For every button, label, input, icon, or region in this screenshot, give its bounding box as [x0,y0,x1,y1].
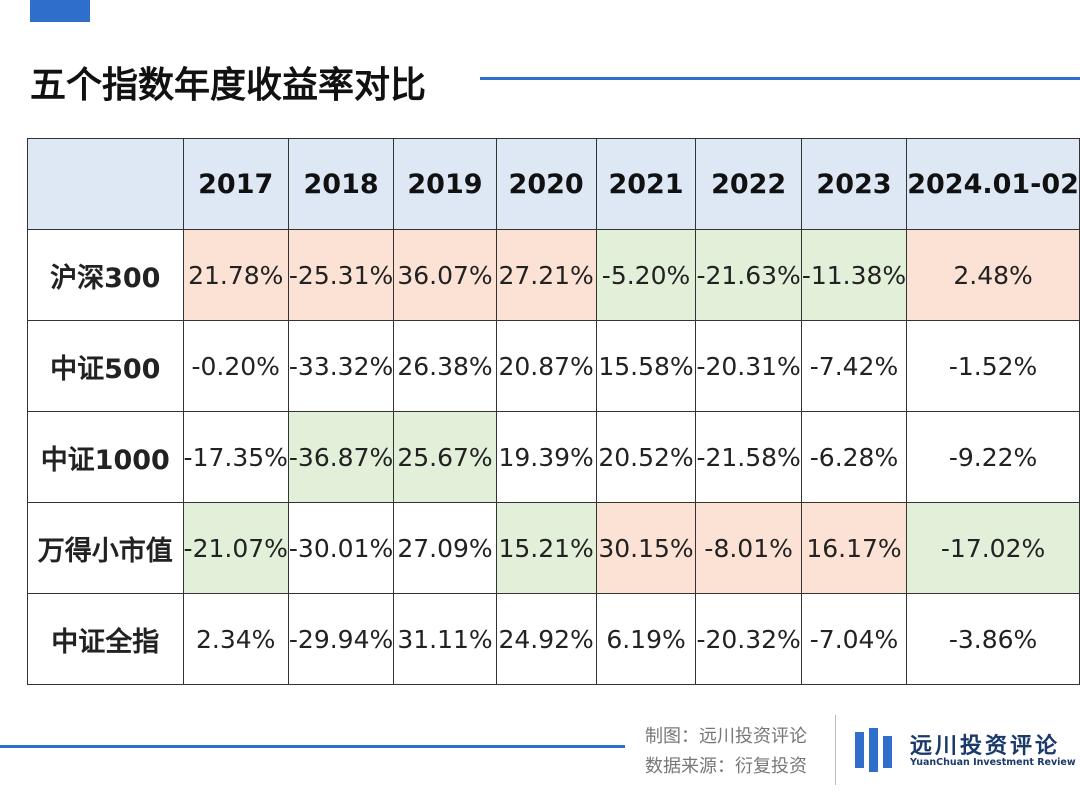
cell: 27.21% [495,229,597,321]
cell: 26.38% [393,320,497,412]
cell: -8.01% [695,502,802,594]
cell: 20.87% [495,320,597,412]
cell: -7.04% [800,593,908,685]
row-header: 万得小市值 [27,502,184,594]
table-row: 沪深300 21.78% -25.31% 36.07% 27.21% -5.20% -21.… [27,229,1080,321]
column-header: 2017 [182,138,289,230]
cell: -36.87% [287,411,395,503]
column-header: 2022 [695,138,802,230]
cell: 36.07% [393,229,497,321]
cell: -21.58% [695,411,802,503]
cell: 19.39% [495,411,597,503]
cell: -21.07% [182,502,289,594]
cell: -11.38% [800,229,908,321]
cell: 27.09% [393,502,497,594]
cell: -30.01% [287,502,395,594]
cell: 24.92% [495,593,597,685]
accent-bar [30,0,90,22]
footer-rule [0,745,625,748]
cell: -1.52% [906,320,1080,412]
header-row: 2017 2018 2019 2020 2021 2022 2023 2024.01-02 [27,138,1080,230]
cell: 15.21% [495,502,597,594]
cell: -20.32% [695,593,802,685]
cell: 20.52% [595,411,697,503]
cell: -20.31% [695,320,802,412]
cell: 21.78% [182,229,289,321]
credit: 制图：远川投资评论 [645,726,807,747]
cell: -9.22% [906,411,1080,503]
table-row: 万得小市值 -21.07% -30.01% 27.09% 15.21% 30.15% -8.… [27,502,1080,594]
cell: 25.67% [393,411,497,503]
cell: 16.17% [800,502,908,594]
cell: -29.94% [287,593,395,685]
title-rule [480,77,1080,80]
table-row: 中证500 -0.20% -33.32% 26.38% 20.87% 15.58% -20.… [27,320,1080,412]
cell: -25.31% [287,229,395,321]
row-header: 中证500 [27,320,184,412]
cell: 15.58% [595,320,697,412]
cell: 2.34% [182,593,289,685]
title: 五个指数年度收益率对比 [30,65,427,106]
table-row: 中证全指 2.34% -29.94% 31.11% 24.92% 6.19% -20.32%… [27,593,1080,685]
cell: 30.15% [595,502,697,594]
row-header: 沪深300 [27,229,184,321]
column-header: 2018 [287,138,395,230]
row-header: 中证1000 [27,411,184,503]
cell: 31.11% [393,593,497,685]
row-header: 中证全指 [27,593,184,685]
cell: -6.28% [800,411,908,503]
cell: -17.02% [906,502,1080,594]
cell: -33.32% [287,320,395,412]
cell: -3.86% [906,593,1080,685]
cell: -0.20% [182,320,289,412]
cell: 6.19% [595,593,697,685]
cell: -7.42% [800,320,908,412]
cell: -5.20% [595,229,697,321]
logo-english: YuanChuan Investment Review [910,757,1076,768]
column-header: 2023 [800,138,908,230]
cell: -17.35% [182,411,289,503]
column-header: 2019 [393,138,497,230]
divider [835,715,836,785]
table-row: 中证1000 -17.35% -36.87% 25.67% 19.39% 20.52% -2… [27,411,1080,503]
logo-name: 远川投资评论 [910,734,1061,759]
column-header: 2024.01-02 [906,138,1080,230]
returns-table: 2017 2018 2019 2020 2021 2022 2023 2024.01-02 沪深… [27,138,1080,685]
logo-icon [855,728,892,772]
cell: -21.63% [695,229,802,321]
corner-cell [27,138,184,230]
source: 数据来源：衍复投资 [645,756,807,777]
column-header: 2021 [595,138,697,230]
cell: 2.48% [906,229,1080,321]
column-header: 2020 [495,138,597,230]
